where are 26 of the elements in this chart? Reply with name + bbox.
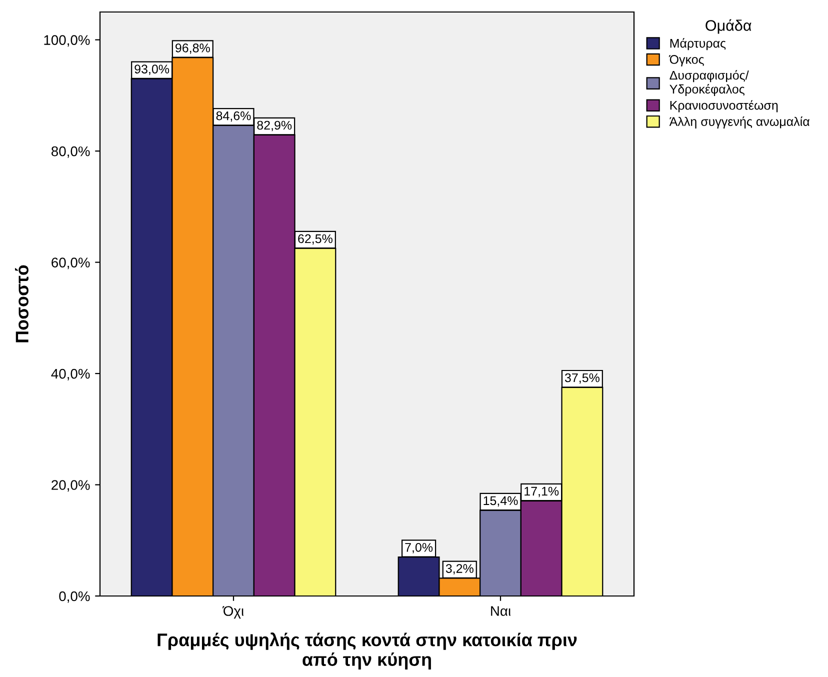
legend-title: Ομάδα <box>706 19 752 34</box>
legend-label: Δυσραφισμός/ Υδροκέφαλος <box>670 70 749 96</box>
y-tick-label: 0,0% <box>59 591 90 603</box>
y-axis-title: Ποσοστό <box>15 265 29 342</box>
data-label: 17,1% <box>524 486 559 498</box>
data-label: 7,0% <box>405 542 433 554</box>
legend-label: Άλλη συγγενής ανωμαλία <box>669 116 810 128</box>
data-label: 82,9% <box>257 120 292 132</box>
data-label: 84,6% <box>216 111 251 122</box>
y-tick-label: 40,0% <box>51 368 90 380</box>
y-tick-label: 60,0% <box>52 258 90 270</box>
x-tick-label: Ναι <box>491 606 511 616</box>
y-tick-label: 80,0% <box>52 146 90 158</box>
legend-label: Μάρτυρας <box>670 38 726 50</box>
legend-label: Κρανιοσυνοστέωση <box>670 100 778 112</box>
data-label: 93,0% <box>134 64 170 75</box>
legend-label: Όγκος <box>668 55 704 66</box>
data-label: 62,5% <box>298 234 332 245</box>
data-label: 3,2% <box>446 564 474 574</box>
data-label: 96,8% <box>176 44 210 54</box>
x-tick-label: Όχι <box>222 606 244 619</box>
x-axis-title: Γραμμές υψηλής τάσης κοντά στην κατοικία πριν από την κύηση <box>158 632 577 670</box>
y-tick-label: 20,0% <box>52 480 90 492</box>
data-label: 15,4% <box>484 496 518 507</box>
y-tick-label: 100,0% <box>44 35 90 47</box>
data-label: 37,5% <box>564 373 600 384</box>
